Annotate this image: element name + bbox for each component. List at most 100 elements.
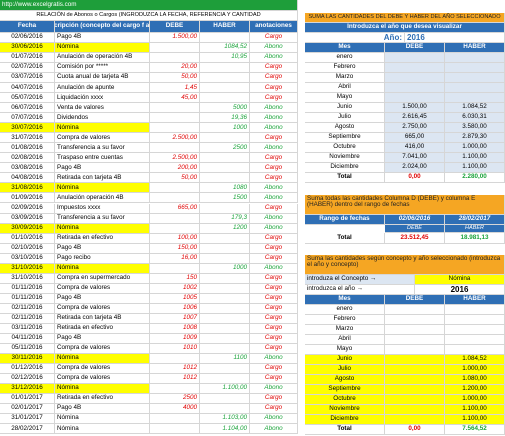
description-cell: Compra de valores <box>55 343 150 354</box>
credit-cell <box>200 33 250 44</box>
total-cell: Total <box>305 233 385 244</box>
credit-cell: 1080 <box>200 183 250 194</box>
debit-cell: 200,00 <box>150 163 200 174</box>
credit-cell: 1.100,00 <box>445 405 505 415</box>
total-cell: Total <box>305 173 385 183</box>
credit-cell: 2.879,30 <box>445 133 505 143</box>
description-cell: Nómina <box>55 384 150 395</box>
credit-cell <box>445 63 505 73</box>
credit-cell <box>445 335 505 345</box>
description-cell: Transferencia a su favor <box>55 213 150 224</box>
summary-header: Mes <box>305 295 385 305</box>
note-cell: Abono <box>250 263 298 274</box>
credit-cell <box>200 73 250 84</box>
debit-cell: 1010 <box>150 343 200 354</box>
note-cell: Abono <box>250 384 298 395</box>
note-cell: Cargo <box>250 323 298 334</box>
month-cell: Julio <box>305 113 385 123</box>
range-header: 02/06/2016 <box>385 215 445 225</box>
ledger-header: anotaciones <box>250 21 298 33</box>
range-header: Rango de fechas <box>305 215 385 225</box>
date-cell: 01/11/2016 <box>0 293 55 304</box>
credit-cell <box>200 333 250 344</box>
note-cell: Cargo <box>250 93 298 104</box>
description-cell: Nómina <box>55 424 150 435</box>
month-cell: Marzo <box>305 325 385 335</box>
credit-cell: 6.030,31 <box>445 113 505 123</box>
date-cell: 01/12/2016 <box>0 363 55 374</box>
credit-cell <box>200 363 250 374</box>
note-cell: Cargo <box>250 33 298 44</box>
month-cell: Junio <box>305 103 385 113</box>
credit-cell <box>445 345 505 355</box>
credit-cell: 1000 <box>200 123 250 134</box>
note-cell: Abono <box>250 103 298 114</box>
debit-cell: 416,00 <box>385 143 445 153</box>
debit-cell <box>385 335 445 345</box>
credit-cell: 1.100,00 <box>445 153 505 163</box>
note-cell: Cargo <box>250 394 298 405</box>
total-cell: 0,00 <box>385 173 445 183</box>
range-header: 28/02/2017 <box>445 215 505 225</box>
description-cell: Pago recibo <box>55 253 150 264</box>
debit-cell: 1.500,00 <box>150 33 200 44</box>
month-cell: Septiembre <box>305 385 385 395</box>
concept-label: introduza el Concepto → <box>305 275 415 285</box>
description-cell: Compra de valores <box>55 283 150 294</box>
panel-title: Suma todas las cantidades Columna D (DEB… <box>305 195 505 215</box>
credit-cell <box>200 173 250 184</box>
description-cell: Nómina <box>55 353 150 364</box>
note-cell: Abono <box>250 143 298 154</box>
note-cell: Cargo <box>250 203 298 214</box>
note-cell: Cargo <box>250 73 298 84</box>
credit-cell <box>445 325 505 335</box>
ledger-header: HABER <box>200 21 250 33</box>
debit-cell <box>150 113 200 124</box>
debit-cell <box>385 93 445 103</box>
date-cell: 01/11/2016 <box>0 283 55 294</box>
total-cell: 23.512,45 <box>385 233 445 244</box>
note-cell: Abono <box>250 193 298 204</box>
credit-cell <box>200 253 250 264</box>
credit-cell: 1100 <box>200 353 250 364</box>
year-prompt: Introduzca el año que desea visualizar <box>305 23 505 33</box>
month-cell: Mayo <box>305 93 385 103</box>
note-cell: Cargo <box>250 303 298 314</box>
debit-cell <box>150 183 200 194</box>
date-cell: 02/01/2017 <box>0 404 55 415</box>
ledger-title: RELACIÓN de Abonos o Cargos (INGRODUZCA … <box>0 11 298 21</box>
total-cell: 0,00 <box>385 425 445 435</box>
note-cell: Cargo <box>250 233 298 244</box>
debit-cell <box>150 53 200 64</box>
date-cell: 31/10/2016 <box>0 273 55 284</box>
description-cell: Compra de valores <box>55 363 150 374</box>
credit-cell: 1.000,00 <box>445 365 505 375</box>
credit-cell: 5000 <box>200 103 250 114</box>
debit-cell: 1008 <box>150 323 200 334</box>
date-cell: 02/08/2016 <box>0 153 55 164</box>
date-cell: 02/06/2016 <box>0 33 55 44</box>
month-cell: Febrero <box>305 63 385 73</box>
date-cell: 30/06/2016 <box>0 43 55 54</box>
debit-cell: 4000 <box>150 404 200 415</box>
date-cell: 03/10/2016 <box>0 253 55 264</box>
concept-value: Nómina <box>415 275 505 285</box>
date-cell: 03/08/2016 <box>0 163 55 174</box>
debit-cell: 1009 <box>150 333 200 344</box>
debit-cell: 150,00 <box>150 243 200 254</box>
summary-header: Mes <box>305 43 385 53</box>
credit-cell <box>200 133 250 144</box>
credit-cell <box>200 323 250 334</box>
description-cell: Transferencia a su favor <box>55 143 150 154</box>
note-cell: Abono <box>250 113 298 124</box>
total-cell: 2.280,00 <box>445 173 505 183</box>
date-cell: 01/09/2016 <box>0 193 55 204</box>
debit-cell: 16,00 <box>150 253 200 264</box>
month-cell: Septiembre <box>305 133 385 143</box>
debit-cell <box>385 385 445 395</box>
credit-cell <box>200 93 250 104</box>
credit-cell <box>200 374 250 385</box>
debit-cell <box>385 365 445 375</box>
note-cell: Cargo <box>250 63 298 74</box>
credit-cell: 10,95 <box>200 53 250 64</box>
